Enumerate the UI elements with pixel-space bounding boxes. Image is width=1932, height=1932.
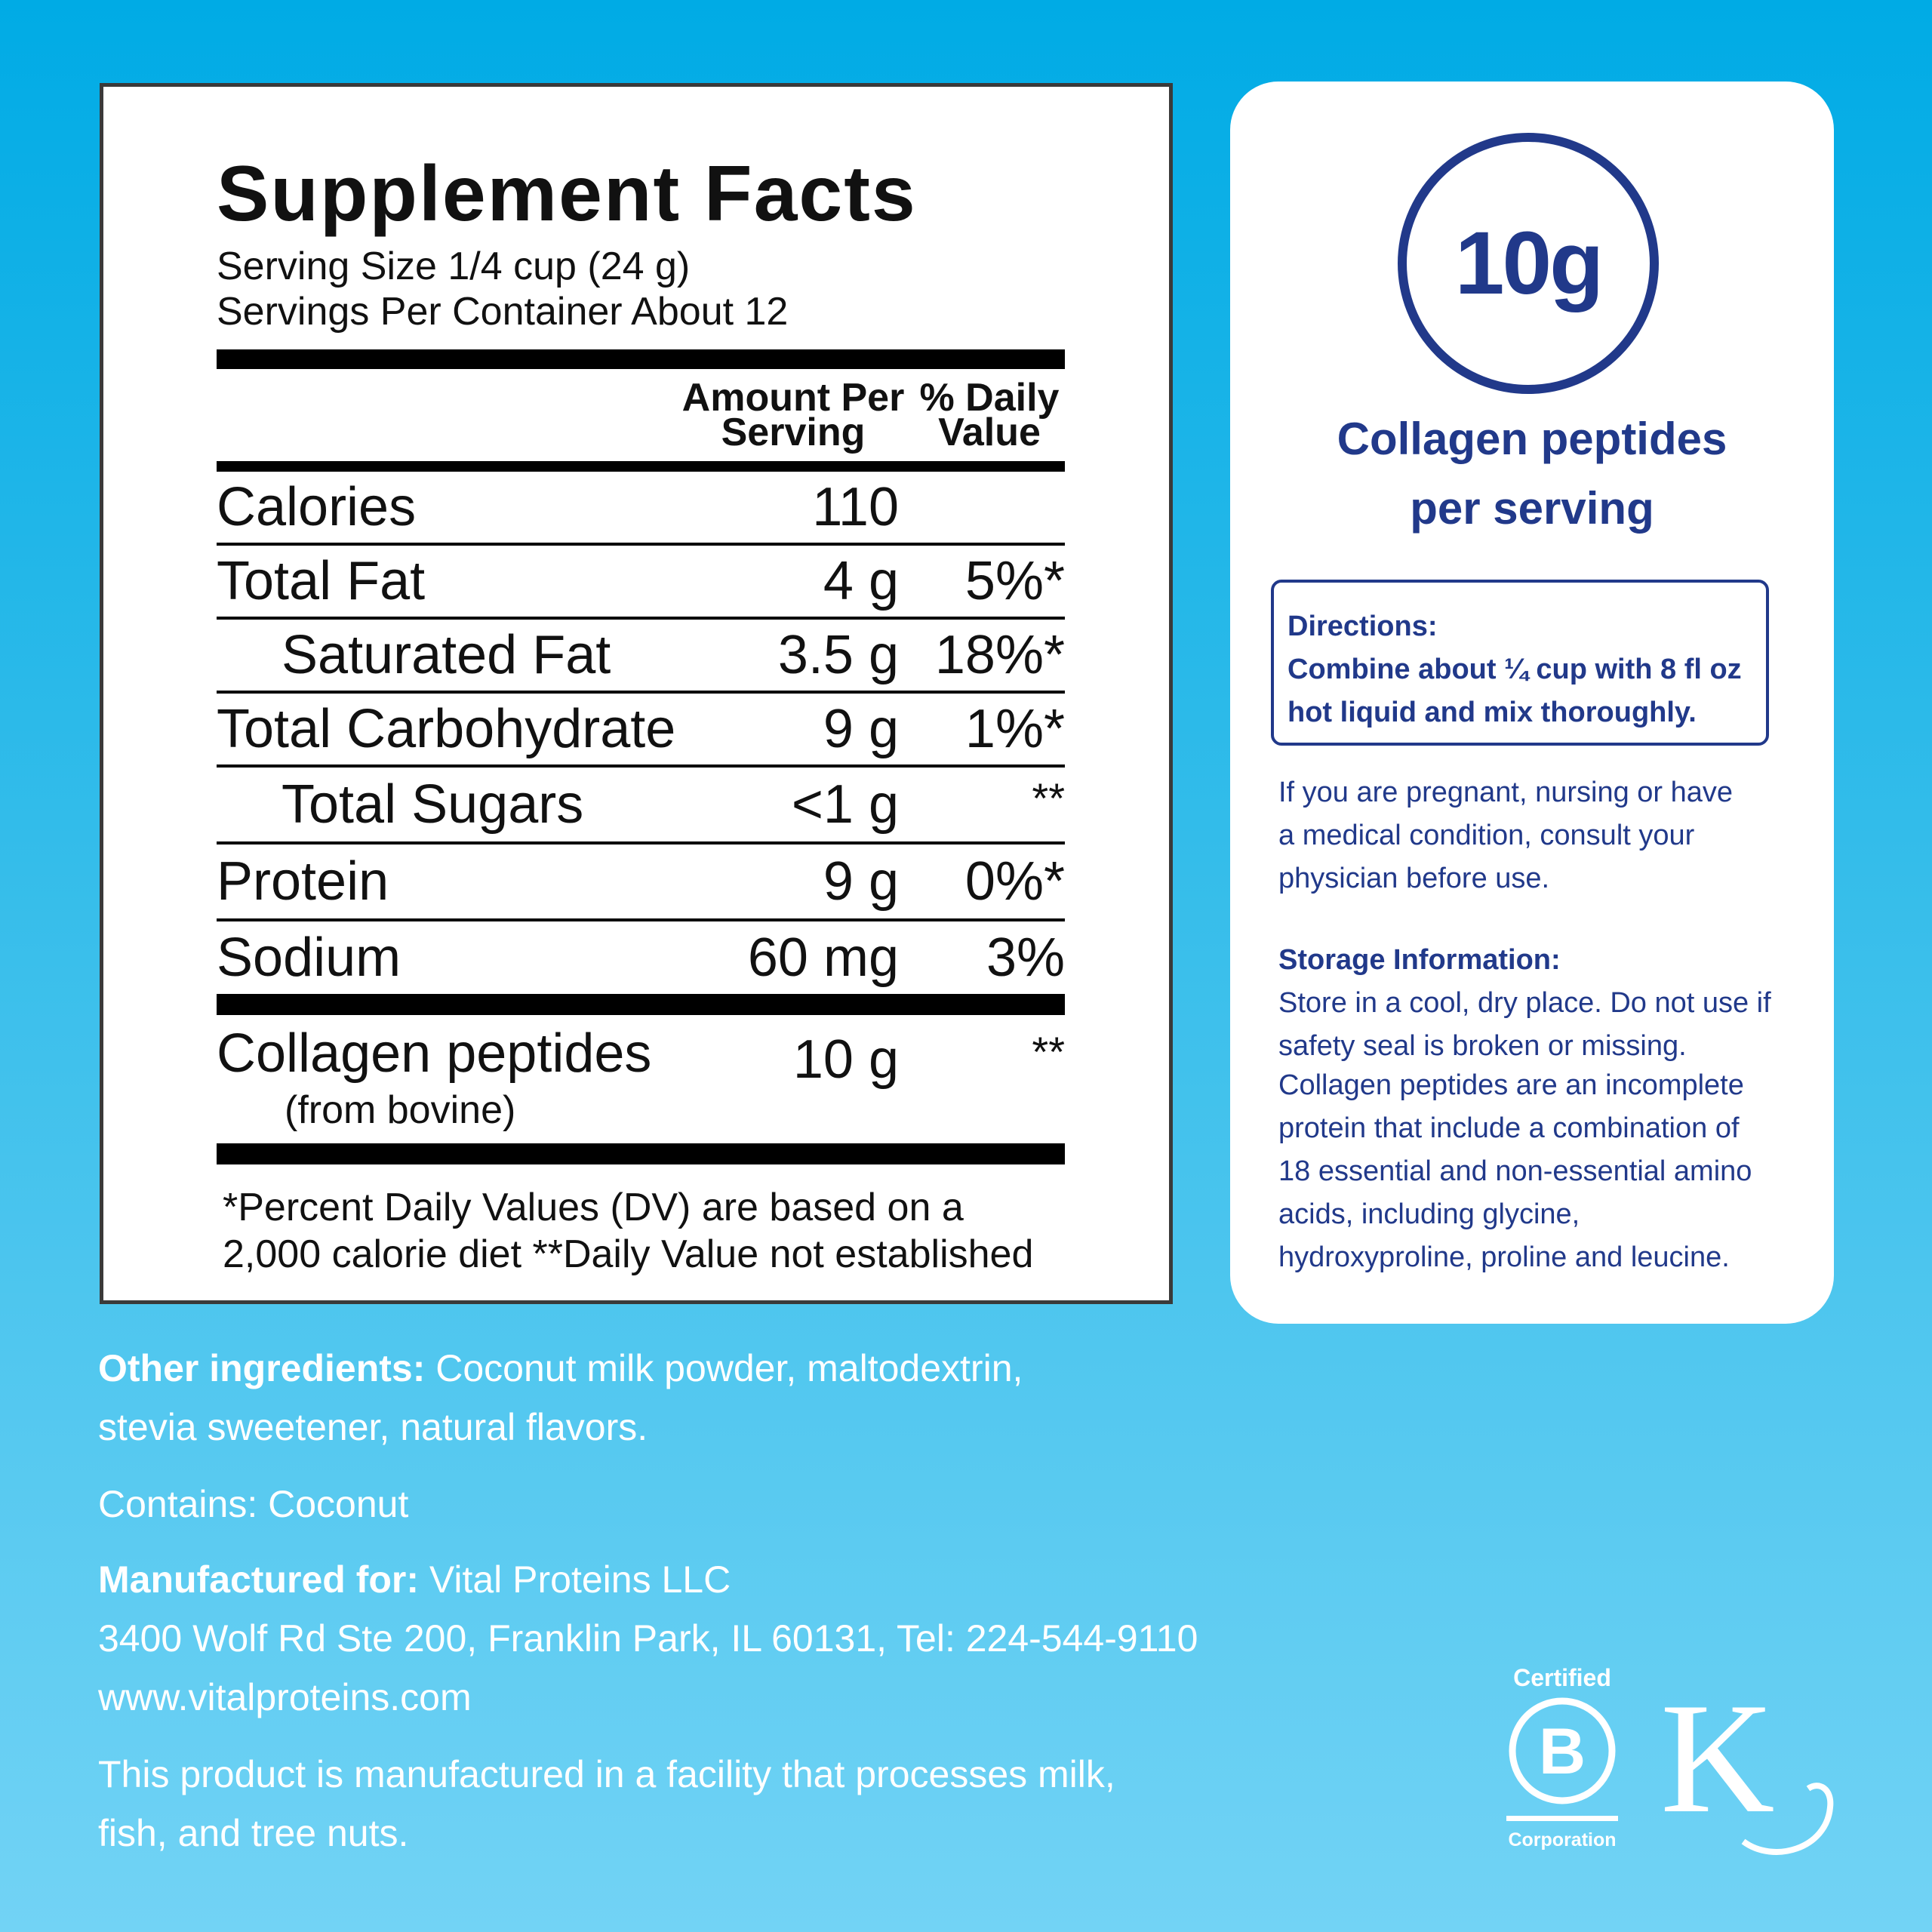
- dv-header-line1: % Daily: [919, 376, 1060, 420]
- nutrient-dv: 0%*: [964, 851, 1065, 912]
- facility-statement: This product is manufactured in a facili…: [98, 1745, 1115, 1863]
- bcorp-corporation-text: Corporation: [1508, 1829, 1616, 1850]
- badge-value: 10g: [1454, 214, 1604, 313]
- kosher-logo: K: [1660, 1675, 1834, 1855]
- info-line: protein that include a combination of: [1278, 1112, 1740, 1144]
- nutrient-row-calories: Calories 110: [217, 472, 1065, 546]
- bcorp-certified-text: Certified: [1513, 1664, 1611, 1691]
- kosher-letter: K: [1660, 1675, 1775, 1846]
- facility-line: This product is manufactured in a facili…: [98, 1753, 1115, 1795]
- facts-column-header: Amount Per Serving % Daily Value: [217, 369, 1065, 461]
- nutrient-row-collagen: Collagen peptides (from bovine) 10 g **: [217, 1015, 1065, 1143]
- storage-label: Storage Information:: [1278, 944, 1561, 976]
- directions-box: Directions: Combine about ¼ cup with 8 f…: [1271, 580, 1769, 746]
- manufacturer-name: Vital Proteins LLC: [419, 1558, 731, 1601]
- nutrient-name: Saturated Fat: [281, 625, 611, 685]
- info-line: acids, including glycine,: [1278, 1198, 1580, 1230]
- nutrient-name: Sodium: [217, 928, 401, 988]
- allergen-contains: Contains: Coconut: [98, 1483, 409, 1525]
- nutrient-amount: 3.5 g: [777, 625, 899, 685]
- divider-medium: [217, 461, 1065, 472]
- nutrient-dv: 3%: [986, 928, 1065, 988]
- divider-thick: [217, 1143, 1065, 1164]
- nutrient-row-sodium: Sodium 60 mg 3%: [217, 921, 1065, 994]
- info-line: Collagen peptides are an incomplete: [1278, 1069, 1744, 1101]
- serving-size: Serving Size 1/4 cup (24 g): [217, 245, 691, 288]
- nutrient-row-protein: Protein 9 g 0%*: [217, 844, 1065, 921]
- nutrient-amount: 9 g: [823, 851, 899, 912]
- amount-header-line2: Serving: [721, 411, 866, 454]
- nutrient-dv: **: [1032, 774, 1065, 822]
- b-corp-logo: Certified B Corporation: [1506, 1664, 1618, 1850]
- nutrient-amount: <1 g: [791, 774, 899, 835]
- warning-line: a medical condition, consult your: [1278, 820, 1695, 851]
- directions-label: Directions:: [1287, 611, 1438, 642]
- serving-info: Serving Size 1/4 cup (24 g) Servings Per…: [217, 244, 1065, 334]
- dv-header-line2: Value: [938, 411, 1041, 454]
- badge-caption: Collagen peptides per serving: [1230, 405, 1834, 543]
- nutrient-dv: **: [1032, 1028, 1065, 1075]
- servings-per-container: Servings Per Container About 12: [217, 290, 789, 334]
- info-line: hydroxyproline, proline and leucine.: [1278, 1241, 1730, 1273]
- daily-value-header: % Daily Value: [914, 376, 1065, 454]
- directions-text: hot liquid and mix thoroughly.: [1287, 697, 1697, 728]
- nutrient-amount: 10 g: [792, 1029, 899, 1090]
- nutrient-amount: 110: [812, 477, 899, 537]
- warning-text: If you are pregnant, nursing or have a m…: [1278, 771, 1822, 900]
- manufactured-label: Manufactured for:: [98, 1558, 419, 1601]
- kosher-swirl: [1741, 1783, 1834, 1855]
- collagen-badge: 10g: [1398, 133, 1659, 394]
- website-link[interactable]: www.vitalproteins.com: [98, 1676, 472, 1718]
- bcorp-rule: [1506, 1816, 1618, 1821]
- amount-per-serving-header: Amount Per Serving: [672, 376, 914, 454]
- collagen-name-block: Collagen peptides (from bovine): [217, 1015, 688, 1143]
- ingredients-text: Coconut milk powder, maltodextrin,: [425, 1347, 1023, 1389]
- warning-line: If you are pregnant, nursing or have: [1278, 777, 1734, 808]
- directions-text: Combine about ¼ cup with 8 fl oz: [1287, 654, 1742, 685]
- supplement-facts-panel: Supplement Facts Serving Size 1/4 cup (2…: [100, 83, 1173, 1304]
- divider-thick: [217, 994, 1065, 1015]
- ingredients-label: Other ingredients:: [98, 1347, 426, 1389]
- footnote-line: *Percent Daily Values (DV) are based on …: [223, 1186, 964, 1229]
- facility-line: fish, and tree nuts.: [98, 1812, 409, 1854]
- nutrient-name: Collagen peptides: [217, 1023, 652, 1084]
- nutrient-row-total-fat: Total Fat 4 g 5%*: [217, 546, 1065, 620]
- storage-line: safety seal is broken or missing.: [1278, 1030, 1687, 1062]
- collagen-info: Collagen peptides are an incomplete prot…: [1278, 1064, 1822, 1279]
- nutrient-dv: 18%*: [934, 625, 1065, 685]
- bcorp-letter: B: [1539, 1715, 1586, 1788]
- nutrient-amount: 4 g: [823, 551, 899, 611]
- footnote-line: 2,000 calorie diet **Daily Value not est…: [223, 1232, 1034, 1276]
- warning-line: physician before use.: [1278, 863, 1550, 894]
- ingredients-text: stevia sweetener, natural flavors.: [98, 1406, 648, 1448]
- nutrient-dv: 5%*: [964, 551, 1065, 611]
- nutrient-name: Total Sugars: [281, 774, 584, 835]
- nutrient-name: Total Fat: [217, 551, 426, 611]
- nutrient-name: Protein: [217, 851, 389, 912]
- divider-thick: [217, 349, 1065, 369]
- badge-caption-line: Collagen peptides: [1337, 414, 1727, 464]
- facts-footnote: *Percent Daily Values (DV) are based on …: [217, 1184, 1065, 1278]
- storage-info: Storage Information: Store in a cool, dr…: [1278, 939, 1822, 1068]
- nutrient-row-saturated-fat: Saturated Fat 3.5 g 18%*: [217, 620, 1065, 694]
- nutrient-row-total-sugars: Total Sugars <1 g **: [217, 768, 1065, 844]
- nutrient-amount: 9 g: [823, 699, 899, 759]
- storage-line: Store in a cool, dry place. Do not use i…: [1278, 987, 1771, 1019]
- collagen-source: (from bovine): [285, 1088, 516, 1132]
- other-ingredients: Other ingredients: Coconut milk powder, …: [98, 1339, 1023, 1457]
- facts-title: Supplement Facts: [217, 150, 917, 238]
- amount-header-line1: Amount Per: [681, 376, 905, 420]
- info-card: 10g Collagen peptides per serving Direct…: [1230, 82, 1834, 1324]
- manufacturer-info: Manufactured for: Vital Proteins LLC 340…: [98, 1550, 1198, 1727]
- info-line: 18 essential and non-essential amino: [1278, 1155, 1752, 1187]
- nutrient-dv: 1%*: [964, 699, 1065, 759]
- nutrient-amount: 60 mg: [747, 928, 899, 988]
- nutrient-name: Calories: [217, 477, 417, 537]
- badge-caption-line: per serving: [1410, 483, 1654, 534]
- nutrient-name: Total Carbohydrate: [217, 699, 676, 759]
- manufacturer-address: 3400 Wolf Rd Ste 200, Franklin Park, IL …: [98, 1617, 1198, 1660]
- bcorp-circle: [1509, 1697, 1616, 1804]
- nutrient-row-total-carbohydrate: Total Carbohydrate 9 g 1%*: [217, 694, 1065, 768]
